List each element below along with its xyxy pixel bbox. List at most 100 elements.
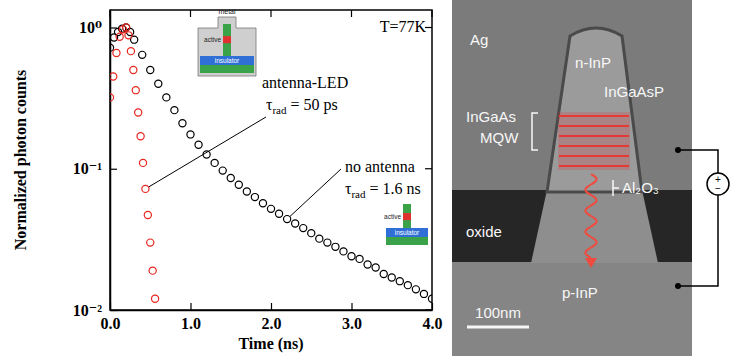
lifetime-value: = 50 ps (290, 96, 337, 114)
liner-marker (613, 180, 619, 196)
tick-label: 10⁻² (73, 302, 102, 319)
tick-label: 10⁻¹ (73, 160, 102, 177)
data-point (388, 274, 395, 281)
contact (675, 147, 681, 153)
data-point (130, 66, 137, 73)
inset-label: active (384, 213, 401, 220)
lifetime-label: τrad= 1.6 ns (345, 180, 421, 200)
series (110, 24, 432, 303)
tick-label: 3.0 (342, 315, 362, 332)
quantum-well (559, 115, 629, 117)
inset-pillar (403, 204, 411, 228)
tick-mark (110, 169, 117, 170)
x-axis-title: Time (ns) (238, 335, 303, 353)
data-point (135, 109, 142, 116)
data-point (127, 48, 134, 55)
data-point (155, 80, 162, 87)
data-point (144, 211, 151, 218)
series-label: antenna-LED (262, 74, 348, 91)
data-point (243, 188, 250, 195)
tick: 10⁻¹ (73, 160, 117, 177)
tick-mark (110, 310, 117, 311)
data-point (179, 120, 186, 127)
data-point (116, 33, 123, 40)
data-point (428, 295, 432, 302)
data-point (187, 131, 194, 138)
image-label: p-InP (562, 284, 598, 301)
inset-active (223, 36, 231, 43)
quantum-well (559, 155, 629, 157)
scale-bar-label: 100nm (475, 304, 521, 321)
data-point (195, 141, 202, 148)
data-point (372, 264, 379, 271)
data-point (142, 185, 149, 192)
inset-substrate (386, 237, 428, 245)
data-point (316, 235, 323, 242)
inset-substrate (200, 65, 254, 73)
tick-mark-mirror (351, 10, 352, 17)
axis-line (110, 11, 112, 311)
tick-mark (432, 303, 433, 310)
mqw-region (558, 112, 630, 170)
data-point (275, 210, 282, 217)
leader-line (290, 169, 341, 216)
lifetime-subscript: rad (272, 104, 287, 116)
quantum-well (559, 145, 629, 147)
quantum-well (559, 165, 629, 167)
image-label: MQW (480, 129, 519, 146)
emission-arrowhead (585, 258, 597, 268)
data-point (404, 282, 411, 289)
tick: 3.0 (342, 303, 362, 332)
quantum-well (559, 125, 629, 127)
tick-mark-mirror (270, 10, 271, 17)
data-point (412, 286, 419, 293)
data-point (139, 51, 146, 58)
tick-mark-mirror (431, 10, 432, 17)
series-label: no antenna (345, 158, 415, 175)
tem-image: Agn-InPInGaAsPInGaAsMQWAl₂O₃oxidep-InP10… (452, 0, 692, 356)
tick: 10⁻² (73, 302, 117, 319)
data-point (147, 66, 154, 73)
data-point (332, 243, 339, 250)
inset-active (403, 213, 411, 220)
data-marks (110, 24, 432, 303)
data-point (171, 107, 178, 114)
data-point (151, 295, 158, 302)
tick: 2.0 (262, 303, 282, 332)
data-point (284, 216, 291, 223)
inset-pillar (223, 24, 231, 56)
figure: 0.01.02.03.04.010⁻²10⁻¹10⁰Time (ns)Norma… (0, 0, 734, 356)
data-point (308, 230, 315, 237)
mqw-bracket (532, 113, 538, 150)
plot-frame (110, 10, 432, 310)
pillar (547, 28, 642, 192)
tick-mark-mirror (425, 168, 432, 169)
data-point (123, 24, 130, 31)
leader-line (149, 117, 266, 187)
tick-label: 4.0 (423, 315, 443, 332)
lifetime-value: = 1.6 ns (369, 180, 420, 197)
data-point (356, 255, 363, 262)
inset-label: insulator (395, 229, 420, 236)
data-point (380, 270, 387, 277)
tem-layers (452, 0, 692, 356)
data-point (110, 94, 114, 101)
image-label: InGaAsP (604, 83, 664, 100)
data-point (110, 73, 117, 80)
data-point (300, 225, 307, 232)
data-point (113, 49, 120, 56)
source-minus: − (715, 183, 721, 194)
image-label: n-InP (575, 54, 611, 71)
data-point (420, 290, 427, 297)
temperature-label: T=77K (380, 18, 427, 35)
tick-mark-mirror (109, 10, 110, 17)
quantum-well (559, 135, 629, 137)
data-point (227, 174, 234, 181)
tick-mark-mirror (425, 27, 432, 28)
series (110, 24, 159, 303)
tick: 10⁰ (79, 19, 117, 36)
inset-metal (198, 17, 256, 76)
tick-mark-mirror (425, 309, 432, 310)
image-label: InGaAs (466, 108, 516, 125)
data-point (259, 200, 266, 207)
